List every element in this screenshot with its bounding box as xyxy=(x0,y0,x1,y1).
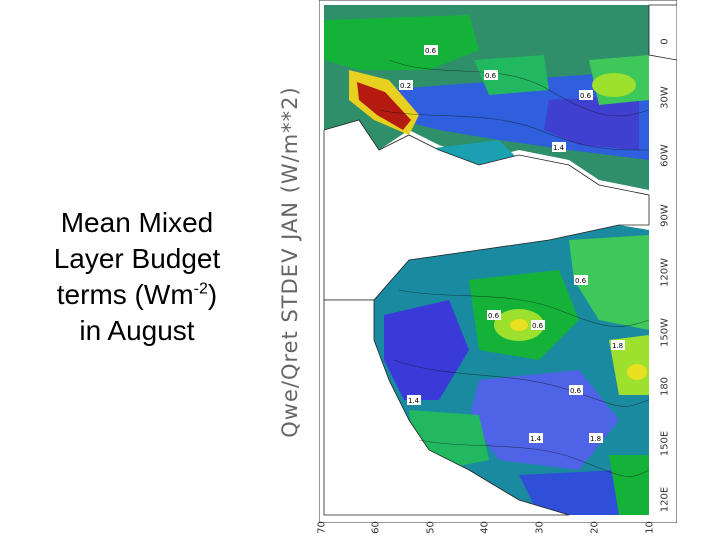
caption-line-3-text: terms (Wm xyxy=(56,279,194,310)
contour-label: 1.8 xyxy=(590,435,601,443)
contour-label-box xyxy=(569,385,583,395)
contour-label: 0.2 xyxy=(400,82,411,90)
lower-yellow-blob-2 xyxy=(627,364,647,380)
contour-label-group-3: 0.6 xyxy=(579,90,593,100)
lat-tick: 20 xyxy=(589,521,601,534)
contour-line-4 xyxy=(393,359,650,407)
lon-tick: 120E xyxy=(659,486,671,513)
lon-tick: 90W xyxy=(659,204,671,227)
upper-lime-blob xyxy=(592,73,636,97)
contour-label: 0.6 xyxy=(488,312,500,320)
contour-label: 0.6 xyxy=(425,47,437,55)
lon-tick: 30W xyxy=(659,86,671,109)
land-north-america xyxy=(323,119,650,301)
contour-label-box xyxy=(399,80,413,90)
contour-label-box xyxy=(574,275,588,285)
contour-label-group-5: 1.4 xyxy=(552,142,566,152)
lon-tick: 60W xyxy=(659,144,671,167)
contour-label-group-11: 0.6 xyxy=(569,385,583,395)
contour-label-group-1: 0.2 xyxy=(399,80,413,90)
contour-label-group-4: 0.6 xyxy=(424,45,438,55)
contour-label-box xyxy=(424,45,438,55)
contour-label-group-7: 0.6 xyxy=(487,310,501,320)
contour-label-box xyxy=(611,340,625,350)
contour-label-box xyxy=(529,433,543,443)
hotspot-red xyxy=(357,82,411,130)
lat-tick: 10 xyxy=(644,521,656,534)
contour-label-box xyxy=(407,395,421,405)
contour-label-box xyxy=(484,70,498,80)
land-masses xyxy=(323,4,677,516)
contour-line-1 xyxy=(388,59,650,117)
lon-tick: 180 xyxy=(659,376,671,397)
caption-line-1: Mean Mixed xyxy=(60,207,214,238)
caption-line-3-end: ) xyxy=(207,279,218,310)
lat-tick: 60 xyxy=(370,521,382,534)
contour-label-group-2: 0.6 xyxy=(484,70,498,80)
lat-tick: 50 xyxy=(425,521,437,534)
lat-tick: 30 xyxy=(534,521,546,534)
contour-label-group-8: 0.6 xyxy=(531,320,545,330)
contour-label: 0.6 xyxy=(485,72,497,80)
lon-tick: 120W xyxy=(659,258,671,287)
contour-label-box xyxy=(531,320,545,330)
contour-label: 1.4 xyxy=(530,435,542,443)
contour-line-3 xyxy=(398,289,650,327)
contour-label: 1.4 xyxy=(553,144,565,152)
lower-blue-region xyxy=(384,300,469,400)
contour-label: 0.6 xyxy=(570,387,582,395)
slide-caption: Mean Mixed Layer Budget terms (Wm-2) in … xyxy=(22,205,252,349)
contour-line-2 xyxy=(378,109,650,151)
lon-tick: 150W xyxy=(659,318,671,347)
contour-label-group-9: 1.8 xyxy=(611,340,625,350)
lower-green-bottom xyxy=(609,455,649,515)
caption-line-3: terms (Wm-2) xyxy=(22,277,252,313)
lower-green-patch-2 xyxy=(569,235,649,330)
contour-line-5 xyxy=(418,439,650,477)
contour-label-group-6: 0.6 xyxy=(574,275,588,285)
contour-label: 1.8 xyxy=(612,342,623,350)
map-title: Qwe/Qret STDEV JAN (W/m**2) xyxy=(278,86,302,438)
contour-label: 0.6 xyxy=(575,277,587,285)
caption-line-4: in August xyxy=(79,315,195,346)
contour-label: 0.6 xyxy=(532,322,544,330)
lon-tick: 0 xyxy=(659,38,671,45)
lat-tick: 40 xyxy=(479,521,491,534)
contour-label-box xyxy=(552,142,566,152)
land-greenland xyxy=(648,4,677,61)
contour-map: 0.2 0.6 0.6 0.6 1.4 0.6 0.6 0.6 1.8 1.4 … xyxy=(319,0,677,523)
contour-lines xyxy=(378,59,650,477)
contour-label: 0.6 xyxy=(580,92,592,100)
lon-tick: 150E xyxy=(659,430,671,457)
contour-label-box xyxy=(487,310,501,320)
lower-yellow-blob xyxy=(510,319,528,331)
upper-green-patch-2 xyxy=(474,55,549,95)
caption-line-2: Layer Budget xyxy=(53,243,221,274)
contour-label: 1.4 xyxy=(408,397,420,405)
contour-label-group-13: 1.8 xyxy=(589,433,603,443)
land-asia xyxy=(323,299,570,516)
contour-label-group-12: 1.4 xyxy=(529,433,543,443)
contour-label-boxes: 0.2 0.6 0.6 0.6 1.4 0.6 0.6 0.6 1.8 1.4 … xyxy=(399,45,625,443)
upper-green-patch-1 xyxy=(324,15,479,70)
caption-superscript: -2 xyxy=(193,280,208,298)
upper-deep-blue xyxy=(544,95,639,150)
contour-label-group-10: 1.4 xyxy=(407,395,421,405)
contour-label-box xyxy=(579,90,593,100)
lower-blue-patch-bottom xyxy=(519,470,639,515)
lat-tick: 70 xyxy=(316,521,328,534)
contour-label-box xyxy=(589,433,603,443)
